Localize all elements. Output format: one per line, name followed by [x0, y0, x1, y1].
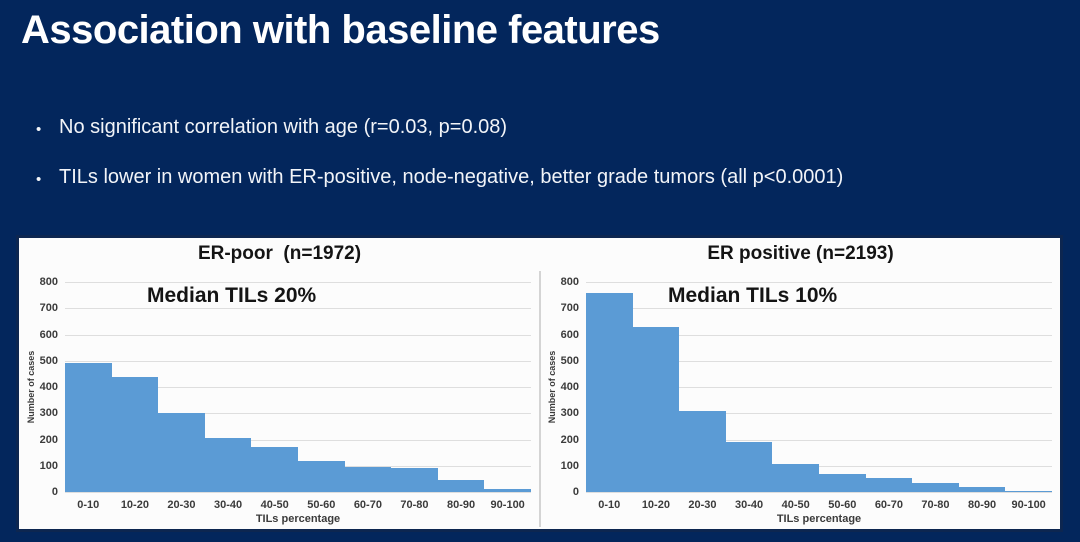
bullet-item-correlation: No significant correlation with age (r=0… — [36, 116, 1046, 141]
gridline-y300 — [65, 413, 531, 415]
bar-30-40 — [725, 442, 773, 492]
bullet-list: No significant correlation with age (r=0… — [36, 116, 1046, 216]
y-tick-label: 0 — [51, 486, 58, 498]
x-axis-label: TILs percentage — [776, 513, 862, 525]
y-tick-label: 600 — [560, 328, 579, 341]
bar-70-80 — [912, 482, 959, 492]
x-tick-label: 80-90 — [447, 499, 476, 511]
x-tick-label: 0-10 — [598, 499, 621, 511]
x-tick-label: 40-50 — [260, 499, 289, 511]
y-tick-label: 800 — [560, 276, 579, 288]
gridline-y400 — [65, 387, 531, 388]
bar-80-90 — [958, 486, 1006, 492]
y-tick-label: 400 — [560, 381, 579, 393]
median-tils-annotation: Median TILs 20% — [147, 284, 317, 307]
bar-0-10 — [586, 292, 633, 492]
y-tick-label: 300 — [39, 407, 58, 420]
y-axis-label: Number of cases — [26, 350, 36, 424]
bullet-item-tils-lower: TILs lower in women with ER-positive, no… — [36, 166, 1046, 191]
gridline-y800 — [65, 282, 531, 283]
x-tick-label: 60-70 — [874, 499, 903, 511]
x-tick-label: 40-50 — [781, 499, 810, 511]
gridline-y300 — [586, 413, 1052, 415]
y-tick-label: 100 — [560, 459, 579, 472]
x-tick-label: 90-100 — [490, 499, 525, 511]
y-tick-label: 400 — [39, 381, 58, 393]
x-tick-label: 30-40 — [735, 499, 764, 511]
gridline-y800 — [586, 282, 1052, 283]
x-tick-label: 80-90 — [968, 499, 997, 511]
chart-er-poor-n-1972: ER-poor (n=1972) Median TILs 20% 0 100 200 30… — [19, 238, 540, 529]
x-tick-label: 10-20 — [641, 499, 670, 511]
x-tick-label: 0-10 — [77, 499, 100, 511]
x-tick-label: 90-100 — [1011, 499, 1046, 511]
charts-divider — [539, 271, 541, 527]
x-tick-label: 10-20 — [120, 499, 149, 511]
bar-40-50 — [772, 464, 819, 492]
y-tick-label: 100 — [39, 459, 58, 472]
charts-panel: ER-poor (n=1972) Median TILs 20% 0 100 200 30… — [16, 235, 1063, 532]
gridline-y700 — [65, 308, 531, 310]
gridline-y700 — [586, 308, 1052, 310]
bar-40-50 — [251, 447, 298, 492]
bar-50-60 — [298, 460, 345, 492]
chart-title: ER positive (n=2193) — [707, 243, 894, 264]
y-tick-label: 700 — [560, 302, 579, 315]
y-tick-label: 500 — [39, 354, 58, 367]
bar-20-30 — [679, 410, 726, 492]
bar-10-20 — [111, 376, 159, 492]
bar-90-100 — [1005, 490, 1052, 492]
gridline-y200 — [586, 439, 1052, 441]
gridline-y600 — [65, 334, 531, 336]
y-tick-label: 500 — [560, 354, 579, 367]
gridline-y500 — [65, 360, 531, 362]
bar-60-70 — [865, 477, 913, 492]
slide-title: Association with baseline features — [21, 8, 660, 52]
bar-80-90 — [437, 480, 485, 492]
gridline-y200 — [65, 439, 531, 441]
y-tick-label: 800 — [39, 276, 58, 288]
x-tick-label: 60-70 — [353, 499, 382, 511]
gridline-y0 — [586, 492, 1052, 493]
y-tick-label: 700 — [39, 302, 58, 315]
x-tick-label: 70-80 — [921, 499, 950, 511]
x-tick-label: 20-30 — [167, 499, 196, 511]
median-tils-annotation: Median TILs 10% — [668, 284, 838, 307]
bar-90-100 — [484, 489, 531, 492]
bar-30-40 — [204, 438, 252, 492]
y-tick-label: 0 — [572, 486, 579, 498]
gridline-y600 — [586, 334, 1052, 336]
gridline-y500 — [586, 360, 1052, 362]
y-tick-label: 200 — [560, 433, 579, 446]
y-axis-label: Number of cases — [547, 350, 557, 424]
x-tick-label: 50-60 — [307, 499, 336, 511]
y-tick-label: 300 — [560, 407, 579, 420]
bar-20-30 — [158, 413, 205, 492]
x-tick-label: 20-30 — [688, 499, 717, 511]
y-tick-label: 200 — [39, 433, 58, 446]
bar-50-60 — [819, 473, 866, 492]
y-tick-label: 600 — [39, 328, 58, 341]
x-axis-label: TILs percentage — [255, 513, 341, 525]
chart-er-positive-n-2193: ER positive (n=2193) Median TILs 10% 0 100 2… — [540, 238, 1061, 529]
x-tick-label: 30-40 — [214, 499, 243, 511]
gridline-y100 — [586, 465, 1052, 467]
gridline-y400 — [586, 387, 1052, 388]
gridline-y0 — [65, 492, 531, 493]
x-tick-label: 50-60 — [828, 499, 857, 511]
bar-60-70 — [344, 467, 392, 492]
bar-70-80 — [391, 468, 438, 492]
bar-10-20 — [632, 326, 680, 492]
x-tick-label: 70-80 — [400, 499, 429, 511]
bar-0-10 — [65, 363, 112, 492]
chart-title: ER-poor (n=1972) — [197, 243, 362, 264]
